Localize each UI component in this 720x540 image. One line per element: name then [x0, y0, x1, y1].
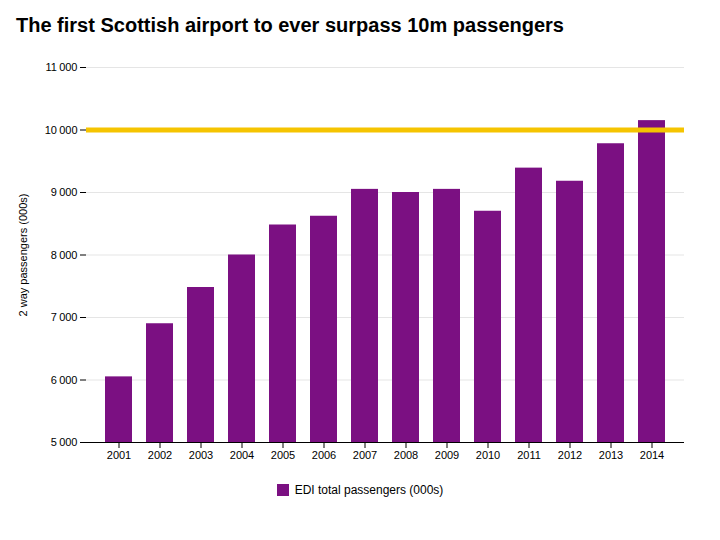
- svg-text:2010: 2010: [476, 449, 500, 461]
- svg-text:2007: 2007: [353, 449, 377, 461]
- svg-text:2014: 2014: [640, 449, 664, 461]
- svg-text:2002: 2002: [148, 449, 172, 461]
- svg-text:2006: 2006: [312, 449, 336, 461]
- svg-text:2005: 2005: [271, 449, 295, 461]
- svg-text:9 000: 9 000: [51, 186, 78, 198]
- svg-text:5 000: 5 000: [51, 436, 78, 448]
- svg-text:8 000: 8 000: [51, 249, 78, 261]
- svg-text:2009: 2009: [435, 449, 459, 461]
- svg-text:2012: 2012: [558, 449, 582, 461]
- svg-text:10 000: 10 000: [45, 124, 78, 136]
- svg-text:6 000: 6 000: [51, 374, 78, 386]
- svg-text:2 way passengers (000s): 2 way passengers (000s): [17, 194, 29, 317]
- svg-text:2003: 2003: [189, 449, 213, 461]
- svg-text:7 000: 7 000: [51, 311, 78, 323]
- svg-text:2013: 2013: [599, 449, 623, 461]
- svg-text:11 000: 11 000: [46, 61, 78, 73]
- svg-text:2004: 2004: [230, 449, 254, 461]
- html-text:The first Scottish airport to: The first Scottish airport to ever surpa…: [16, 14, 564, 36]
- svg-text:2001: 2001: [107, 449, 131, 461]
- svg-text:2011: 2011: [517, 449, 541, 461]
- svg-text:2008: 2008: [394, 449, 418, 461]
- html-text:EDI total passengers (000s): EDI total passengers (000s): [294, 483, 444, 497]
